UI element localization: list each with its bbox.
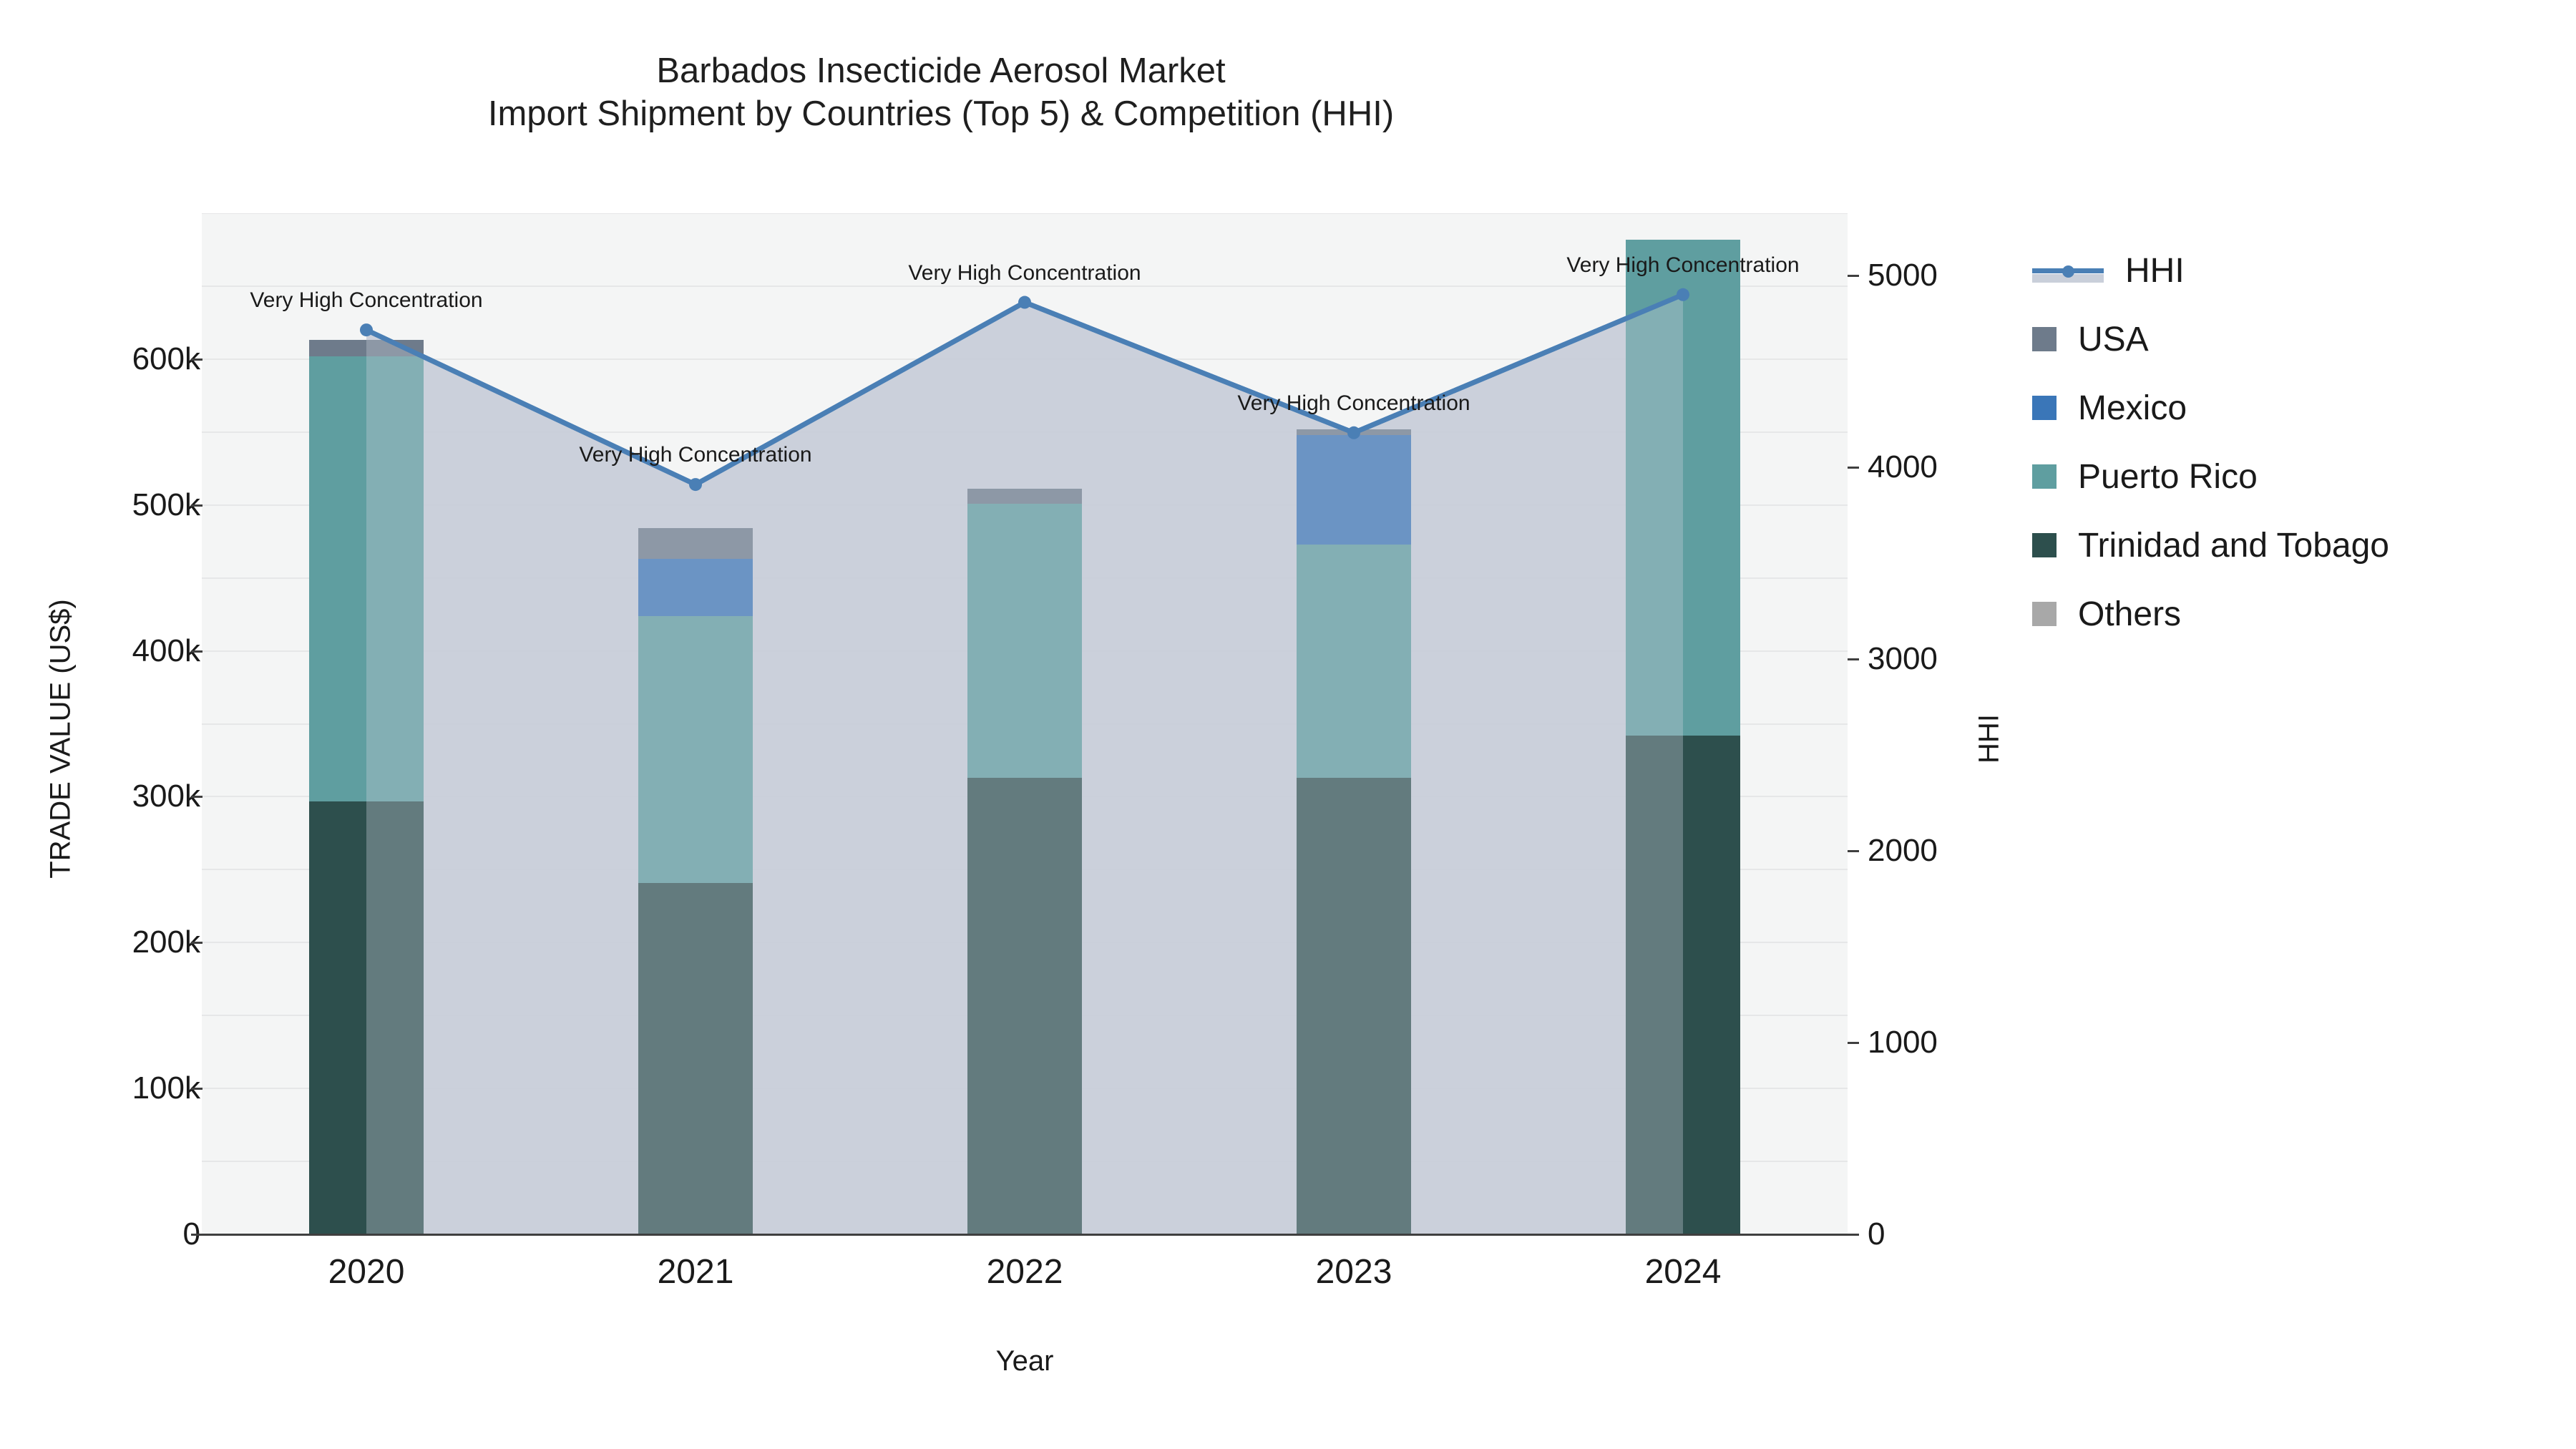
legend-line-marker-icon — [2032, 258, 2104, 283]
x-axis-label: Year — [995, 1345, 1054, 1377]
legend-item[interactable]: HHI — [2032, 236, 2389, 305]
y-axis-right-tick-mark — [1848, 850, 1859, 852]
concentration-annotation: Very High Concentration — [908, 260, 1141, 285]
legend-item[interactable]: Others — [2032, 580, 2389, 648]
plot-area — [202, 213, 1848, 1234]
y-axis-left-tick-label: 300k — [132, 779, 200, 814]
legend-item[interactable]: Trinidad and Tobago — [2032, 511, 2389, 580]
x-axis-tick-label: 2021 — [657, 1253, 734, 1291]
x-axis-tick-label: 2020 — [328, 1253, 405, 1291]
y-axis-left-tick-mark — [191, 942, 203, 945]
legend-label: Trinidad and Tobago — [2078, 526, 2389, 565]
bar-segment[interactable] — [967, 503, 1082, 778]
bar-segment[interactable] — [967, 489, 1082, 504]
x-axis-tick-label: 2022 — [986, 1253, 1063, 1291]
bar-segment[interactable] — [638, 528, 753, 560]
bar-segment[interactable] — [967, 777, 1082, 1234]
legend-label: Others — [2078, 595, 2182, 633]
concentration-annotation: Very High Concentration — [1237, 391, 1470, 415]
y-axis-right-tick-mark — [1848, 275, 1859, 277]
bar-segment[interactable] — [1297, 434, 1411, 545]
bar-segment[interactable] — [309, 340, 424, 356]
y-axis-right-tick-label: 4000 — [1868, 449, 1938, 484]
bar-group[interactable] — [638, 213, 753, 1234]
y-axis-right-tick-label: 0 — [1868, 1216, 1885, 1252]
legend-item[interactable]: Puerto Rico — [2032, 442, 2389, 511]
legend-swatch-icon — [2032, 602, 2057, 626]
bar-segment[interactable] — [1297, 544, 1411, 778]
bar-segment[interactable] — [309, 356, 424, 801]
y-axis-left-label: TRADE VALUE (US$) — [44, 599, 77, 879]
bar-segment[interactable] — [1626, 735, 1740, 1234]
chart-legend: HHI USA Mexico Puerto Rico Trinidad and Toba… — [2032, 236, 2389, 648]
bar-segment[interactable] — [638, 559, 753, 616]
legend-label: Puerto Rico — [2078, 457, 2258, 496]
y-axis-left-tick-mark — [191, 1234, 203, 1236]
bar-segment[interactable] — [1626, 239, 1740, 736]
y-axis-right-tick-mark — [1848, 1042, 1859, 1044]
gridline — [202, 213, 1848, 214]
y-axis-right-tick-mark — [1848, 658, 1859, 660]
bar-segment[interactable] — [309, 801, 424, 1234]
bar-segment[interactable] — [1297, 777, 1411, 1234]
y-axis-left-tick-label: 100k — [132, 1070, 200, 1106]
y-axis-right-tick-mark — [1848, 467, 1859, 469]
legend-item[interactable]: Mexico — [2032, 374, 2389, 442]
chart-title: Barbados Insecticide Aerosol Market Impo… — [487, 52, 1395, 133]
y-axis-left-tick-mark — [191, 504, 203, 507]
legend-label: USA — [2078, 320, 2149, 358]
legend-item[interactable]: USA — [2032, 305, 2389, 374]
y-axis-left-tick-label: 500k — [132, 487, 200, 522]
y-axis-left-tick-mark — [191, 1088, 203, 1091]
bar-segment[interactable] — [1297, 429, 1411, 435]
bar-group[interactable] — [967, 213, 1082, 1234]
y-axis-left-tick-label: 200k — [132, 924, 200, 960]
concentration-annotation: Very High Concentration — [250, 288, 483, 313]
bar-segment[interactable] — [638, 615, 753, 883]
bar-group[interactable] — [1626, 213, 1740, 1234]
y-axis-right-tick-label: 2000 — [1868, 833, 1938, 868]
y-axis-left-tick-label: 400k — [132, 633, 200, 668]
legend-swatch-icon — [2032, 464, 2057, 489]
bar-group[interactable] — [309, 213, 424, 1234]
y-axis-right-label: HHI — [1973, 714, 2005, 763]
x-axis-tick-label: 2023 — [1315, 1253, 1392, 1291]
legend-label: HHI — [2125, 251, 2185, 290]
legend-swatch-icon — [2032, 396, 2057, 420]
gridline — [202, 285, 1848, 287]
y-axis-left-tick-mark — [191, 650, 203, 653]
y-axis-right-tick-label: 3000 — [1868, 641, 1938, 676]
concentration-annotation: Very High Concentration — [579, 443, 812, 467]
y-axis-right-tick-label: 5000 — [1868, 258, 1938, 293]
y-axis-left-tick-label: 600k — [132, 341, 200, 376]
x-axis-tick-label: 2024 — [1644, 1253, 1722, 1291]
legend-label: Mexico — [2078, 389, 2187, 427]
concentration-annotation: Very High Concentration — [1566, 253, 1800, 277]
y-axis-right-tick-mark — [1848, 1234, 1859, 1236]
bar-segment[interactable] — [638, 882, 753, 1234]
legend-swatch-icon — [2032, 533, 2057, 557]
legend-swatch-icon — [2032, 327, 2057, 351]
x-axis-line — [202, 1234, 1848, 1236]
bar-group[interactable] — [1297, 213, 1411, 1234]
y-axis-right-tick-label: 1000 — [1868, 1025, 1938, 1060]
y-axis-left-tick-mark — [191, 358, 203, 361]
y-axis-left-tick-mark — [191, 796, 203, 799]
